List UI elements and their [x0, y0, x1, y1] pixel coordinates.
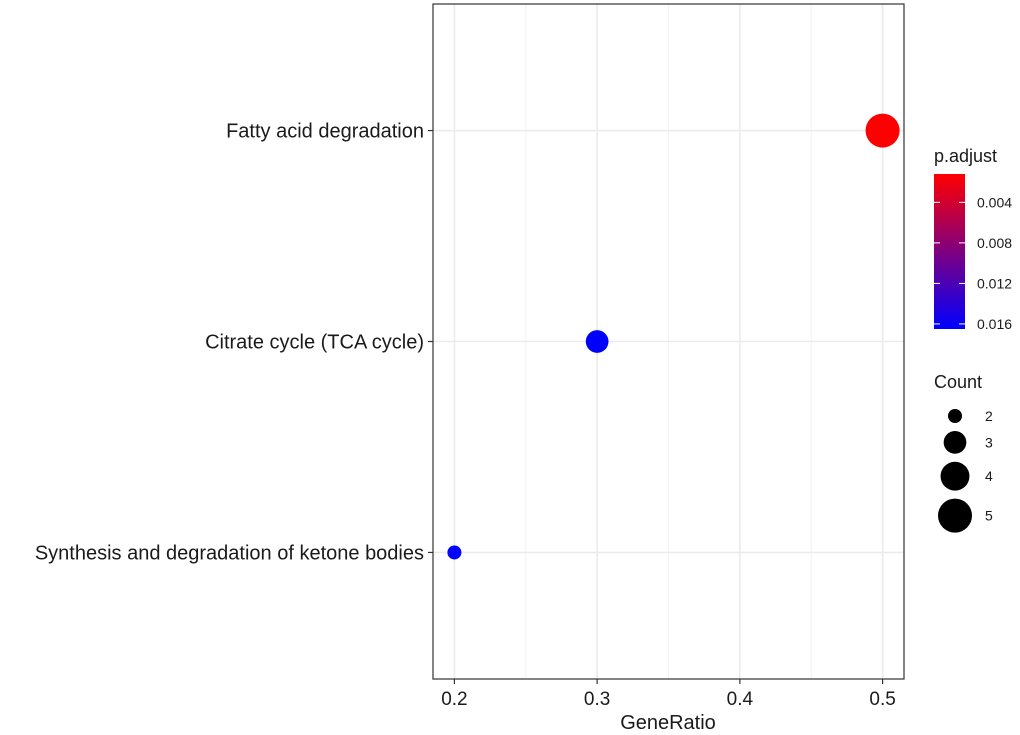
colorbar-tick-label: 0.012: [977, 275, 1012, 291]
size-legend-label: 5: [985, 508, 993, 524]
size-legend-dot: [943, 431, 967, 454]
colorbar-tick-label: 0.004: [977, 194, 1012, 210]
x-tick-label: 0.4: [727, 689, 754, 710]
color-legend-bar: [934, 174, 965, 329]
size-legend-dot: [938, 498, 972, 533]
x-tick-label: 0.5: [869, 689, 895, 710]
color-legend-ticks: 0.004 0.008 0.012 0.016: [934, 194, 1012, 332]
size-legend: Count 2 3 4 5: [934, 372, 993, 533]
size-legend-label: 2: [985, 408, 993, 424]
colorbar-tick-label: 0.008: [977, 235, 1012, 251]
color-legend: p.adjust 0.004 0.008 0.012 0.016: [934, 146, 1012, 332]
size-legend-items: 2 3 4 5: [938, 408, 993, 533]
data-point: [585, 330, 609, 353]
data-points: [447, 113, 900, 560]
y-tick-label: Citrate cycle (TCA cycle): [205, 332, 424, 354]
y-tick-label: Fatty acid degradation: [226, 121, 424, 143]
x-axis-title: GeneRatio: [620, 712, 716, 734]
data-point: [865, 113, 900, 148]
y-axis: Fatty acid degradation Citrate cycle (TCA…: [35, 121, 433, 564]
size-legend-dot: [948, 409, 962, 423]
x-axis: 0.2 0.3 0.4 0.5: [441, 679, 896, 710]
size-legend-title: Count: [934, 372, 982, 392]
size-legend-label: 4: [985, 468, 993, 484]
data-point: [447, 545, 462, 560]
y-tick-label: Synthesis and degradation of ketone bodi…: [35, 542, 424, 564]
color-legend-title: p.adjust: [934, 146, 997, 166]
x-tick-label: 0.3: [584, 689, 610, 710]
size-legend-label: 3: [985, 434, 993, 450]
size-legend-dot: [940, 461, 970, 491]
x-tick-label: 0.2: [441, 689, 467, 710]
colorbar-tick-label: 0.016: [977, 316, 1012, 332]
